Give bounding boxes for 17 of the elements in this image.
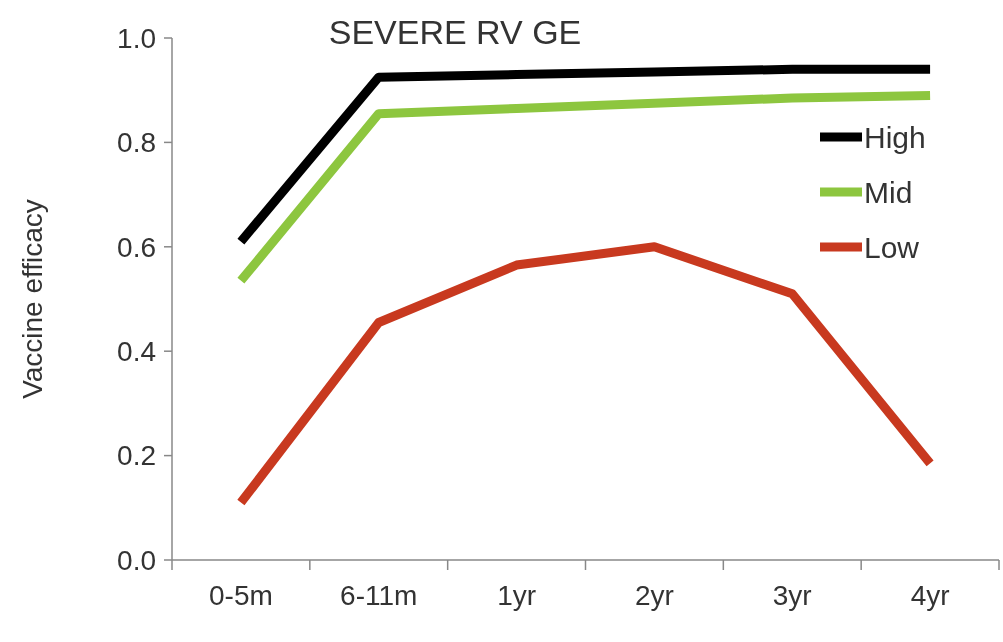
legend-label: Mid <box>864 175 913 209</box>
x-tick-label: 4yr <box>910 580 950 611</box>
legend-label: High <box>864 120 926 154</box>
y-tick-label: 0.6 <box>117 231 156 263</box>
y-tick-label: 1.0 <box>117 22 156 54</box>
chart-title: SEVERE RV GE <box>328 13 582 51</box>
x-tick-label: 0-5m <box>209 580 273 611</box>
x-tick-label: 2yr <box>634 580 674 611</box>
x-tick-label: 3yr <box>772 580 812 611</box>
x-tick-label: 1yr <box>497 580 537 611</box>
legend-label: Low <box>864 230 920 264</box>
y-tick-label: 0.0 <box>117 544 156 576</box>
y-axis-title: Vaccine efficacy <box>17 199 48 399</box>
y-tick-label: 0.2 <box>117 440 156 472</box>
y-tick-label: 0.8 <box>117 127 156 159</box>
x-tick-label: 6-11m <box>340 580 418 611</box>
y-tick-label: 0.4 <box>117 336 156 367</box>
